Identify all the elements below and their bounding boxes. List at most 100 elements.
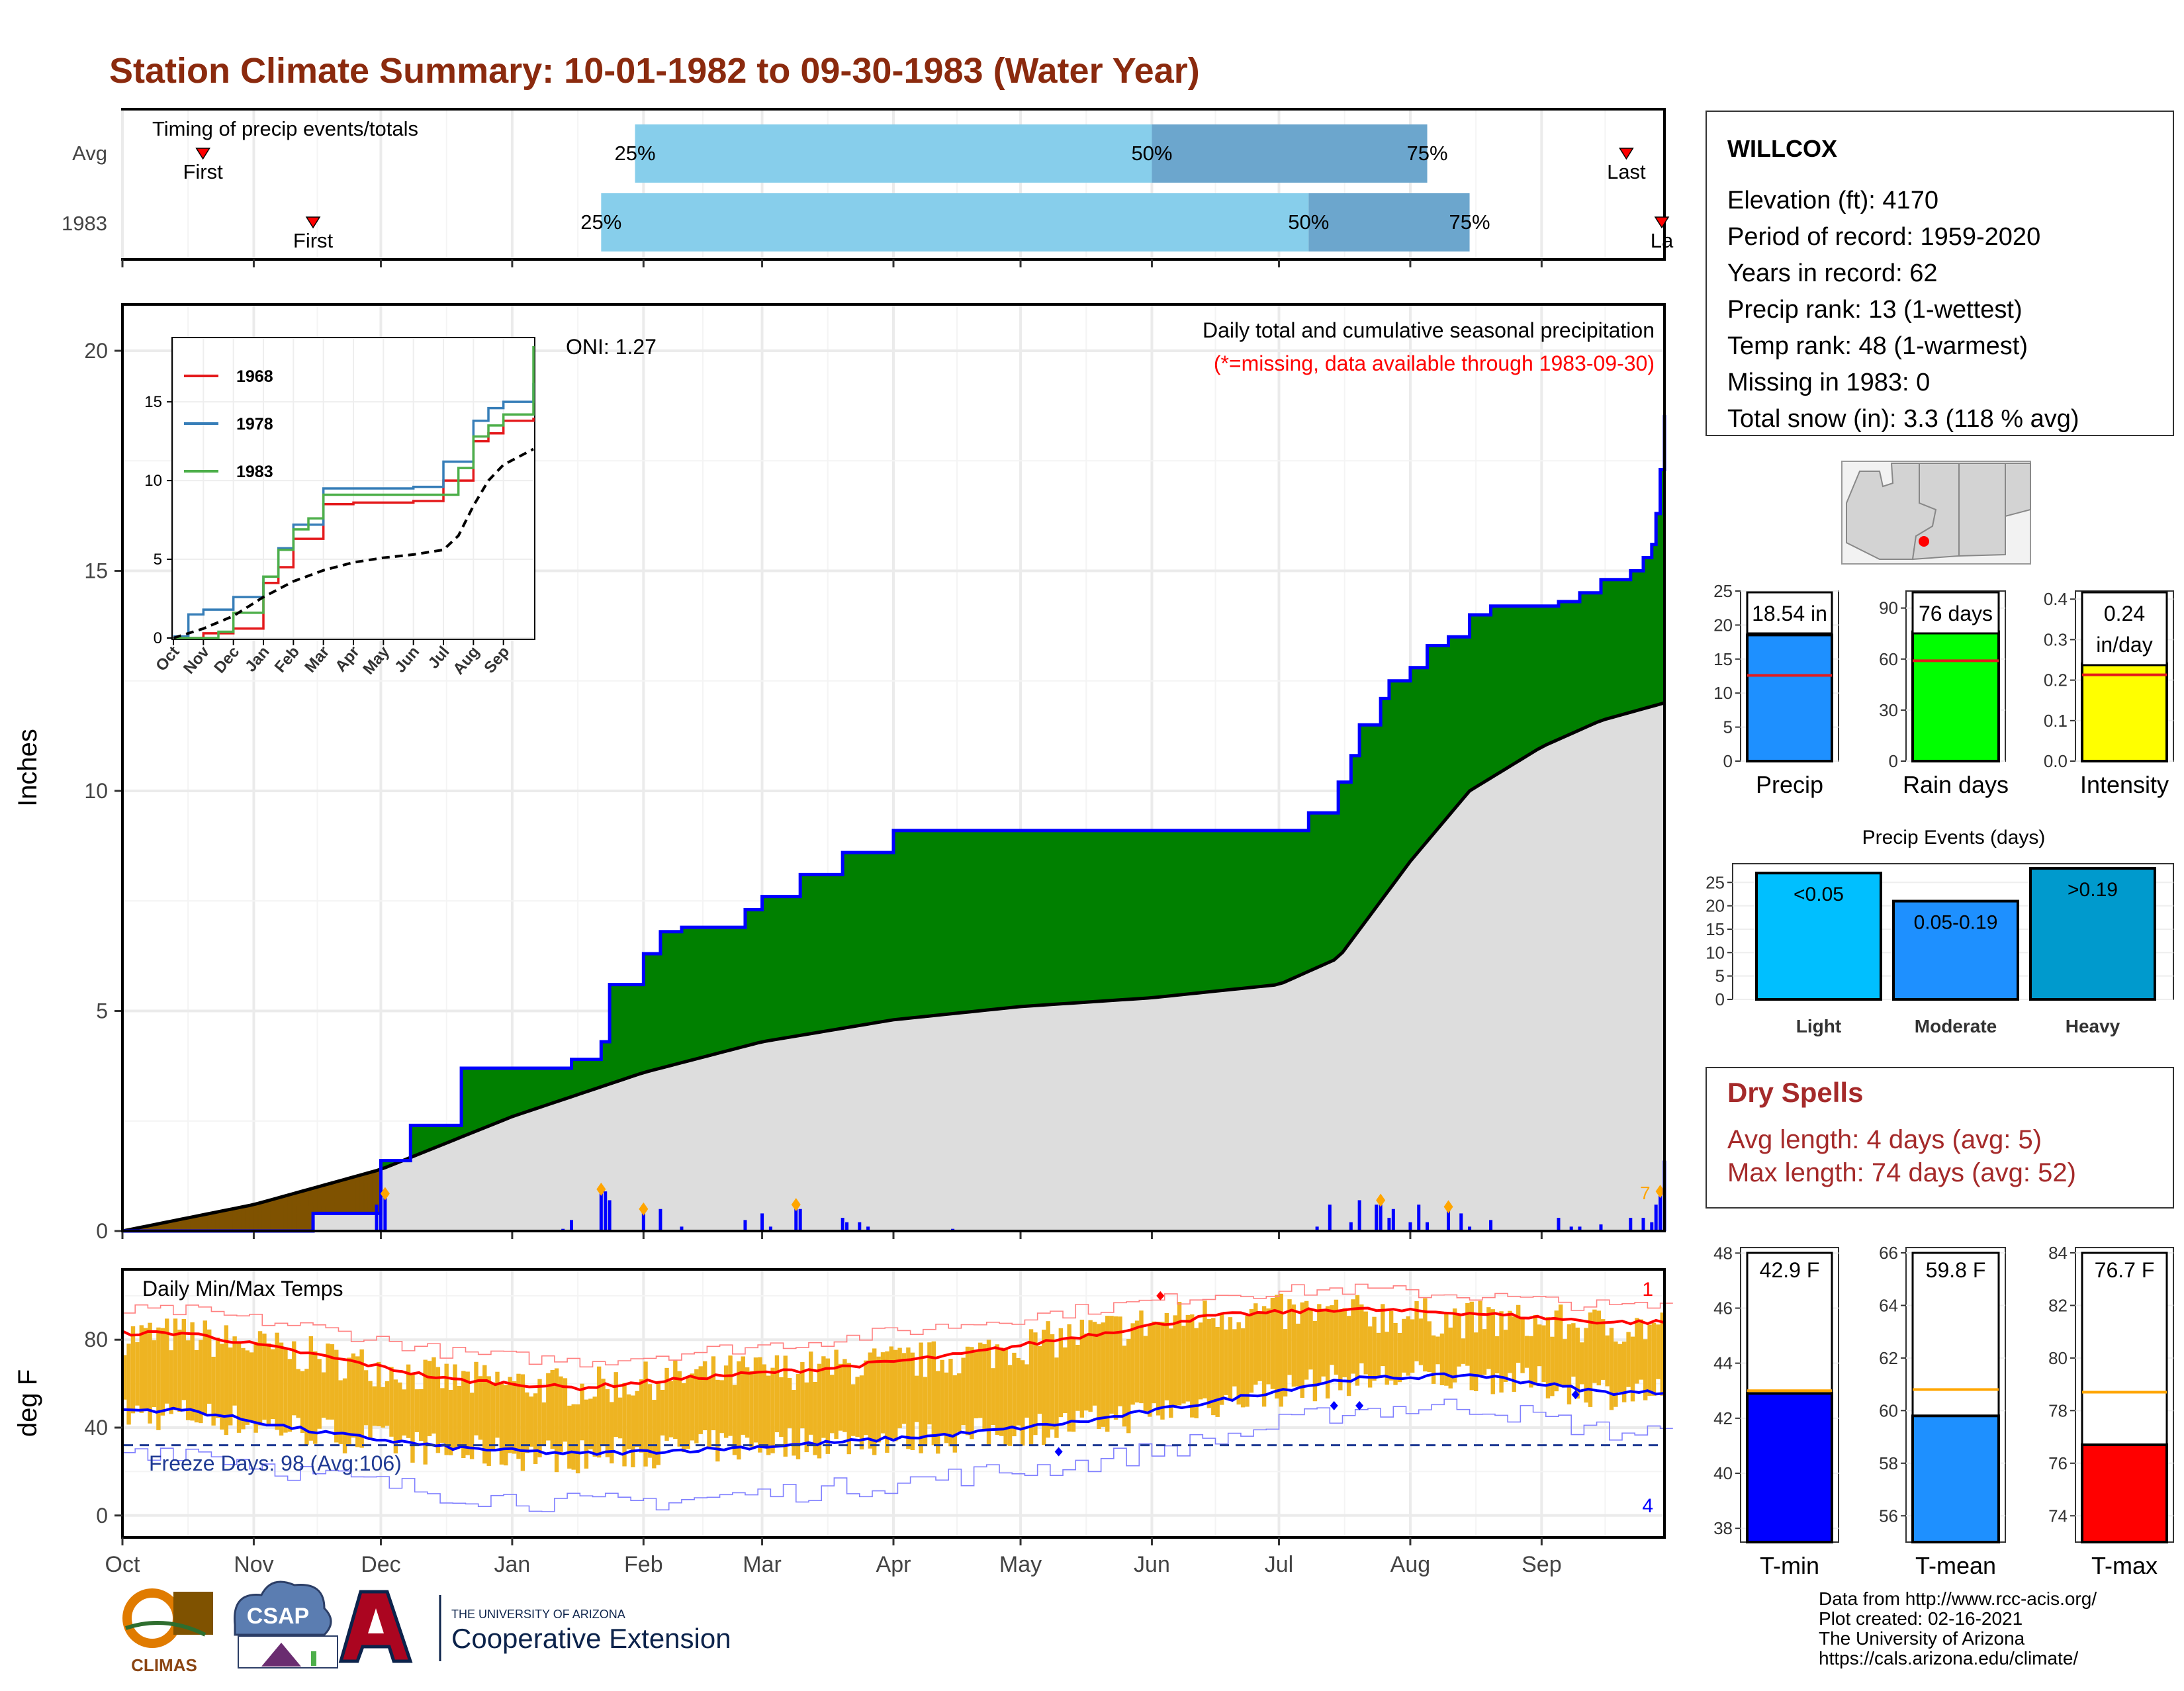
daily-precip-bar [1391, 1209, 1395, 1231]
daily-precip-bar [604, 1191, 608, 1231]
inset-legend-label: 1978 [236, 415, 273, 434]
station-info-line: Missing in 1983: 0 [1727, 369, 1930, 396]
daily-temp-bar [173, 1318, 178, 1408]
precip-stat-name: Rain days [1903, 771, 2009, 798]
daily-temp-bar [970, 1347, 974, 1440]
daily-precip-bar [1426, 1222, 1430, 1231]
daily-temp-bar [135, 1342, 140, 1406]
daily-temp-bar [1643, 1339, 1648, 1400]
daily-temp-bar [347, 1357, 351, 1446]
temp-stat-tick-label: 56 [1879, 1506, 1898, 1526]
daily-temp-bar [355, 1356, 360, 1447]
precip-stat-bars: 0 5 10 15 20 25 18.54 in Precip 0 30 60 90 76 days Ra… [1713, 581, 2174, 798]
daily-temp-bar [723, 1365, 729, 1438]
credits: Data from http://www.rcc-acis.org/ Plot … [1819, 1588, 2097, 1668]
record-high-count: 1 [1642, 1279, 1653, 1301]
event-bar-inner-label: <0.05 [1794, 884, 1844, 905]
temp-stat-value-label: 42.9 F [1760, 1258, 1820, 1282]
daily-temp-bar [232, 1336, 237, 1406]
daily-temp-bar [160, 1328, 165, 1416]
inset-y-tick-label: 15 [144, 393, 162, 411]
daily-temp-bar [1152, 1321, 1156, 1404]
temp-stat-tick-label: 46 [1713, 1298, 1733, 1318]
daily-temp-bar [1287, 1299, 1292, 1375]
daily-temp-bar [842, 1359, 847, 1432]
precip-stat-tick-label: 25 [1713, 581, 1733, 601]
daily-temp-bar [1588, 1312, 1593, 1407]
event-bar [1755, 872, 1882, 1001]
ua-logo-main-text: Cooperative Extension [451, 1623, 731, 1654]
daily-temp-bar [859, 1375, 864, 1450]
daily-temp-bar [1232, 1329, 1237, 1387]
daily-precip-bar [1569, 1226, 1573, 1231]
timing-bar-25-50 [635, 124, 1152, 183]
daily-temp-bar [1075, 1345, 1080, 1411]
precip-subtitle: Daily total and cumulative seasonal prec… [1203, 318, 1655, 342]
daily-temp-bar [1605, 1335, 1610, 1387]
daily-temp-bar [368, 1381, 373, 1440]
daily-temp-bar [1367, 1326, 1373, 1388]
daily-temp-bar [652, 1400, 657, 1469]
precip-stat-value-box [1911, 591, 2000, 635]
daily-temp-bar [1088, 1320, 1093, 1412]
daily-temp-bar [919, 1342, 923, 1453]
daily-temp-bar [504, 1385, 508, 1466]
precip-stat-name: Intensity [2080, 771, 2169, 798]
daily-temp-bar [410, 1373, 415, 1463]
daily-temp-bar [1457, 1314, 1461, 1367]
daily-temp-bar [753, 1357, 758, 1443]
precip-stat-value-label: 76 days [1919, 602, 1993, 625]
record-precip-marker [791, 1198, 801, 1212]
daily-temp-bar [1388, 1310, 1394, 1381]
daily-temp-bar [220, 1344, 224, 1430]
daily-precip-bar [570, 1220, 574, 1231]
station-info-box: WILLCOX Elevation (ft): 4170 Period of re… [1706, 111, 2174, 436]
daily-temp-bar [1486, 1307, 1491, 1369]
daily-temp-bar [393, 1379, 398, 1454]
daily-temp-bar [444, 1363, 449, 1455]
average-max-line [122, 1306, 1665, 1392]
daily-temp-bar [910, 1352, 915, 1451]
temp-x-tick-label: Oct [105, 1552, 140, 1577]
record-precip-marker [1443, 1200, 1453, 1214]
daily-temp-bar [952, 1375, 958, 1453]
daily-precip-bar [1328, 1205, 1332, 1231]
daily-temp-bar [635, 1391, 639, 1447]
precip-y-tick-label: 10 [84, 779, 108, 803]
daily-temp-bar [385, 1381, 390, 1426]
temp-y-tick-label: 80 [84, 1328, 108, 1351]
inset-legend-label: 1983 [236, 463, 273, 481]
daily-temp-bar [1452, 1308, 1457, 1383]
inset-y-tick-label: 5 [154, 551, 162, 569]
daily-precip-bar [798, 1209, 802, 1231]
daily-temp-bar [707, 1377, 711, 1448]
daily-temp-bar [974, 1349, 979, 1418]
daily-temp-bar [1600, 1319, 1606, 1380]
daily-temp-bar [156, 1327, 161, 1430]
events-tick-label: 5 [1715, 966, 1725, 986]
daily-temp-bar [296, 1369, 300, 1418]
daily-temp-bar [559, 1376, 563, 1452]
precip-stat-bar [1746, 633, 1833, 763]
daily-temp-bar [610, 1402, 614, 1464]
daily-temp-bar [199, 1340, 203, 1424]
timing-q50-label: 50% [1288, 210, 1329, 234]
daily-temp-bar [1253, 1303, 1258, 1385]
daily-temp-bar [1160, 1322, 1165, 1420]
daily-temp-bar [1304, 1301, 1309, 1380]
daily-temp-bar [1215, 1327, 1220, 1417]
precip-stat-bar [1911, 630, 2000, 762]
daily-temp-bar [419, 1389, 424, 1441]
daily-temp-bar [1516, 1304, 1521, 1363]
daily-temp-bar [1423, 1298, 1428, 1372]
temp-stat-name: T-mean [1915, 1552, 1996, 1579]
event-category-label: Moderate [1915, 1016, 1997, 1036]
timing-bar-25-50 [601, 193, 1309, 251]
daily-temp-bar [982, 1344, 987, 1430]
daily-temp-bar [766, 1375, 771, 1455]
daily-temp-bar [1621, 1342, 1627, 1402]
temp-title: Daily Min/Max Temps [142, 1277, 343, 1301]
daily-precip-bar [641, 1209, 645, 1231]
daily-temp-bar [1037, 1346, 1042, 1414]
timing-q50-label: 50% [1131, 142, 1172, 165]
